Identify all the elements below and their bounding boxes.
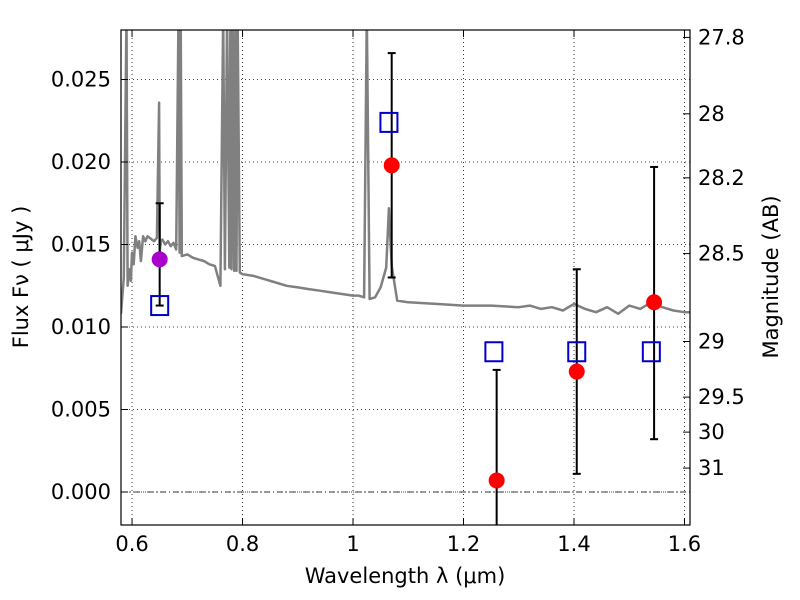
observed-flux-point (383, 157, 400, 174)
model-photometry-square (484, 341, 504, 363)
plot-area (121, 30, 690, 316)
right-tick-label: 28 (698, 102, 725, 126)
x-tick-label: 0.8 (226, 532, 259, 556)
right-tick-label: 28.5 (698, 242, 745, 266)
plot-frame (120, 29, 691, 526)
right-tick-label: 29.5 (698, 385, 745, 409)
x-axis-label: Wavelength λ (μm) (305, 564, 506, 588)
y-axis-label: Flux Fν ( μJy ) (9, 206, 33, 349)
y-tick-label: 0.010 (51, 315, 111, 339)
model-spectrum-line (121, 30, 690, 316)
model-photometry-square (641, 341, 661, 363)
observed-flux-point (151, 251, 168, 268)
y-tick-label: 0.015 (51, 233, 111, 257)
x-tick-label: 1.6 (668, 532, 701, 556)
right-tick-label: 31 (698, 456, 725, 480)
x-tick-label: 1 (346, 532, 359, 556)
right-tick-label: 29 (698, 330, 725, 354)
y-tick-label: 0.025 (51, 68, 111, 92)
right-tick-label: 27.8 (698, 25, 745, 49)
axis-ticks: 0.6 0.8 1 1.2 1.4 1.6 0.000 0.005 0.010 0.015 0.02… (51, 25, 745, 556)
model-photometry-square (150, 295, 170, 317)
x-tick-label: 0.6 (115, 532, 148, 556)
observed-flux-point (488, 472, 505, 489)
model-photometry-square (379, 111, 399, 133)
y-tick-label: 0.005 (51, 398, 111, 422)
model-photometry-square (567, 341, 587, 363)
gridlines (121, 30, 690, 525)
right-tick-label: 30 (698, 420, 725, 444)
right-axis-label: Magnitude (AB) (759, 195, 783, 358)
right-tick-label: 28.2 (698, 166, 745, 190)
observed-flux-point (646, 294, 663, 311)
data-markers (150, 111, 663, 489)
y-tick-label: 0.020 (51, 150, 111, 174)
x-tick-label: 1.2 (447, 532, 480, 556)
x-tick-label: 1.4 (557, 532, 590, 556)
y-tick-label: 0.000 (51, 480, 111, 504)
observed-flux-point (568, 363, 585, 380)
